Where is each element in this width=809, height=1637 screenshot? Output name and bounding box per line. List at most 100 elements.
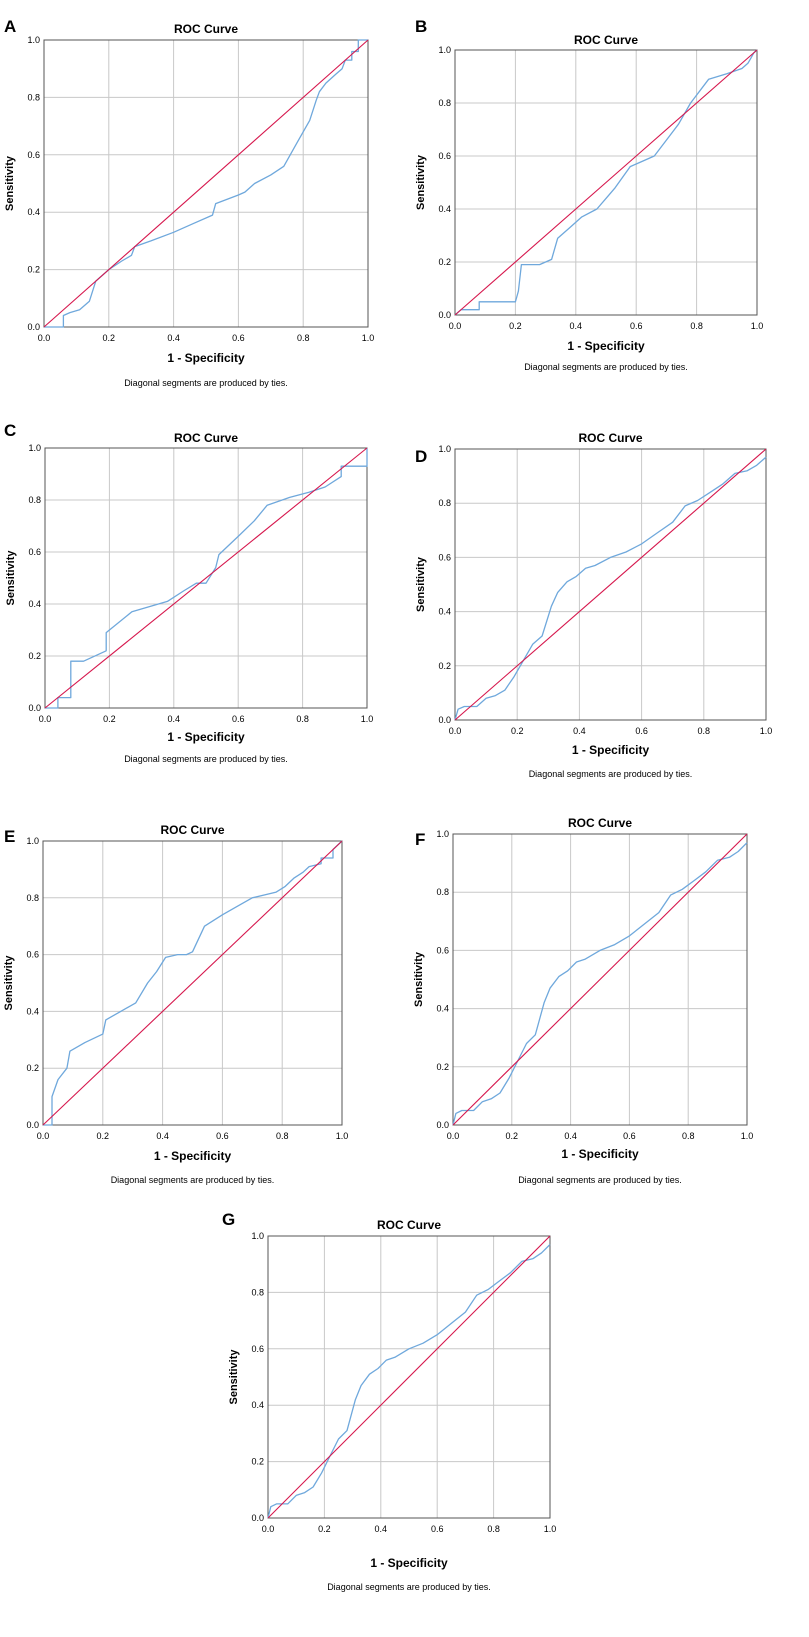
x-tick-label: 1.0	[336, 1131, 349, 1141]
x-tick-label: 1.0	[544, 1524, 557, 1534]
x-tick-label: 0.0	[38, 333, 51, 343]
x-tick-label: 0.6	[623, 1131, 636, 1141]
y-tick-label: 0.2	[251, 1457, 264, 1467]
ties-note: Diagonal segments are produced by ties.	[124, 754, 288, 764]
x-tick-label: 0.4	[168, 714, 181, 724]
chart-title: ROC Curve	[574, 33, 638, 47]
y-axis-label: Sensitivity	[413, 951, 425, 1007]
chart-title: ROC Curve	[578, 431, 642, 445]
y-tick-label: 0.8	[27, 92, 40, 102]
x-axis-label: 1 - Specificity	[154, 1149, 232, 1163]
y-tick-label: 0.0	[251, 1513, 264, 1523]
y-axis-label: Sensitivity	[5, 550, 17, 606]
roc-curve-line	[454, 49, 758, 316]
x-tick-label: 0.2	[103, 714, 116, 724]
roc-curve-line	[45, 448, 368, 709]
y-tick-label: 0.2	[438, 257, 451, 267]
x-axis-label: 1 - Specificity	[167, 351, 245, 365]
y-tick-label: 0.6	[26, 950, 39, 960]
x-tick-label: 0.2	[509, 321, 522, 331]
reference-line	[42, 840, 343, 1126]
x-tick-label: 0.6	[431, 1524, 444, 1534]
plot-frame	[454, 448, 767, 721]
panel-letter: F	[415, 830, 425, 849]
y-tick-label: 1.0	[438, 45, 451, 55]
x-tick-label: 0.8	[698, 726, 711, 736]
y-tick-label: 0.4	[438, 607, 451, 617]
x-tick-label: 0.6	[635, 726, 648, 736]
x-tick-label: 0.2	[506, 1131, 519, 1141]
x-tick-label: 1.0	[362, 333, 375, 343]
ties-note: Diagonal segments are produced by ties.	[111, 1175, 275, 1185]
x-tick-label: 1.0	[760, 726, 773, 736]
y-tick-label: 0.0	[27, 322, 40, 332]
y-tick-label: 0.4	[28, 599, 41, 609]
panel-letter: G	[222, 1210, 235, 1229]
y-tick-label: 0.6	[28, 547, 41, 557]
y-tick-label: 0.8	[436, 887, 449, 897]
x-tick-label: 1.0	[361, 714, 374, 724]
x-tick-label: 0.6	[216, 1131, 229, 1141]
y-tick-label: 0.6	[436, 945, 449, 955]
panel-letter: D	[415, 447, 427, 466]
chart-title: ROC Curve	[174, 22, 238, 36]
panel-letter: B	[415, 17, 427, 36]
y-axis-label: Sensitivity	[228, 1349, 240, 1405]
y-tick-label: 0.2	[438, 661, 451, 671]
x-tick-label: 0.8	[487, 1524, 500, 1534]
roc-panel-d: D ROC Curve 0.00.0 0.2 0.2 0.4 0.4 0.6 0.6 0.8 0.8…	[415, 431, 772, 779]
panel-letter: E	[4, 827, 15, 846]
y-tick-label: 0.4	[436, 1004, 449, 1014]
reference-line	[454, 448, 767, 721]
x-tick-label: 0.0	[262, 1524, 275, 1534]
reference-line	[44, 447, 368, 709]
reference-line	[452, 833, 748, 1126]
x-tick-label: 0.2	[103, 333, 116, 343]
x-tick-label: 0.6	[232, 333, 245, 343]
y-tick-label: 1.0	[251, 1231, 264, 1241]
y-tick-label: 1.0	[26, 836, 39, 846]
y-tick-label: 0.2	[26, 1063, 39, 1073]
x-tick-label: 1.0	[741, 1131, 754, 1141]
reference-line	[267, 1235, 551, 1519]
x-tick-label: 0.8	[297, 333, 310, 343]
y-axis-label: Sensitivity	[3, 955, 15, 1011]
roc-curve-line	[452, 842, 748, 1126]
x-tick-label: 0.4	[570, 321, 583, 331]
roc-curve-line	[43, 840, 343, 1126]
ties-note: Diagonal segments are produced by ties.	[124, 378, 288, 388]
plot-frame	[43, 39, 369, 328]
y-tick-label: 0.6	[438, 151, 451, 161]
y-tick-label: 0.6	[27, 150, 40, 160]
roc-panel-a: A ROC Curve 0.00.0 0.2 0.2 0.4 0.4 0.6 0.6 0.8 0.8…	[4, 17, 374, 388]
x-tick-label: 0.4	[375, 1524, 388, 1534]
reference-line	[43, 39, 369, 328]
y-tick-label: 0.4	[26, 1006, 39, 1016]
ties-note: Diagonal segments are produced by ties.	[518, 1175, 682, 1185]
y-tick-label: 0.6	[251, 1344, 264, 1354]
y-tick-label: 0.0	[436, 1120, 449, 1130]
y-axis-label: Sensitivity	[4, 155, 16, 211]
x-tick-label: 0.0	[449, 726, 462, 736]
x-tick-label: 0.2	[318, 1524, 331, 1534]
x-tick-label: 0.0	[449, 321, 462, 331]
x-tick-label: 1.0	[751, 321, 764, 331]
roc-panel-c: C ROC Curve 0.00.0 0.2 0.2 0.4 0.4 0.6 0.6 0.8 0.8…	[4, 421, 373, 764]
x-tick-label: 0.2	[511, 726, 524, 736]
y-tick-label: 0.0	[438, 715, 451, 725]
x-tick-label: 0.6	[630, 321, 643, 331]
y-tick-label: 1.0	[436, 829, 449, 839]
y-tick-label: 0.2	[436, 1062, 449, 1072]
roc-panel-b: B ROC Curve 0.00.0 0.2 0.2 0.4 0.4 0.6 0.6 0.8 0.8…	[415, 17, 763, 372]
ties-note: Diagonal segments are produced by ties.	[529, 769, 693, 779]
y-tick-label: 1.0	[28, 443, 41, 453]
y-tick-label: 0.0	[28, 703, 41, 713]
y-tick-label: 0.6	[438, 552, 451, 562]
plot-frame	[454, 49, 758, 316]
plot-frame	[452, 833, 748, 1126]
x-tick-label: 0.4	[573, 726, 586, 736]
y-tick-label: 1.0	[438, 444, 451, 454]
x-axis-label: 1 - Specificity	[561, 1147, 639, 1161]
y-tick-label: 0.2	[27, 265, 40, 275]
